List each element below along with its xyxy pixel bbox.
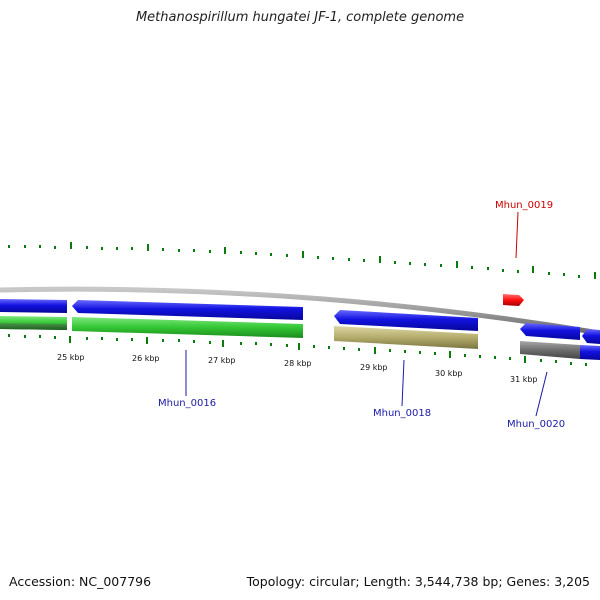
accession-label: Accession: NC_007796: [9, 574, 152, 589]
tick-label: 25 kbp: [57, 353, 85, 362]
genome-backbone: [0, 286, 600, 336]
cds-feature-mhun-0020[interactable]: [520, 323, 580, 340]
cds-track: [0, 299, 600, 344]
cds-feature[interactable]: [0, 299, 67, 313]
tick-label: 28 kbp: [284, 359, 312, 368]
tick-label: 29 kbp: [360, 363, 388, 372]
gene-leader-lines: [185, 211, 548, 417]
cds-feature-mhun-0016[interactable]: [72, 300, 303, 320]
page-title: Methanospirillum hungatei JF-1, complete…: [135, 10, 465, 25]
gene-feature-mhun-0020[interactable]: [520, 341, 580, 359]
tick-label: 27 kbp: [208, 356, 236, 365]
upper-tick-row: [8, 242, 596, 279]
tick-labels: 25 kbp 26 kbp 27 kbp 28 kbp 29 kbp 30 kb…: [57, 353, 538, 384]
cds-feature[interactable]: [580, 345, 600, 360]
gene-label-mhun-0020[interactable]: Mhun_0020: [507, 419, 565, 430]
lower-tick-row: [8, 334, 587, 366]
genome-summary-label: Topology: circular; Length: 3,544,738 bp…: [246, 574, 590, 589]
gene-track: [0, 316, 600, 360]
gene-label-mhun-0018[interactable]: Mhun_0018: [373, 408, 431, 419]
pseudo-feature-mhun-0018[interactable]: [334, 326, 478, 349]
tick-label: 26 kbp: [132, 354, 160, 363]
gene-label-mhun-0019[interactable]: Mhun_0019: [495, 200, 553, 211]
gene-labels: Mhun_0019 Mhun_0016 Mhun_0018 Mhun_0020: [158, 200, 565, 430]
cds-feature-mhun-0018[interactable]: [334, 310, 478, 331]
gene-label-mhun-0016[interactable]: Mhun_0016: [158, 398, 216, 409]
cds-feature[interactable]: [582, 329, 600, 344]
tick-label: 31 kbp: [510, 375, 538, 384]
gene-feature[interactable]: [0, 323, 67, 330]
gene-feature-mhun-0016[interactable]: [72, 317, 303, 338]
tick-label: 30 kbp: [435, 369, 463, 378]
trna-feature-mhun-0019[interactable]: [503, 294, 524, 306]
